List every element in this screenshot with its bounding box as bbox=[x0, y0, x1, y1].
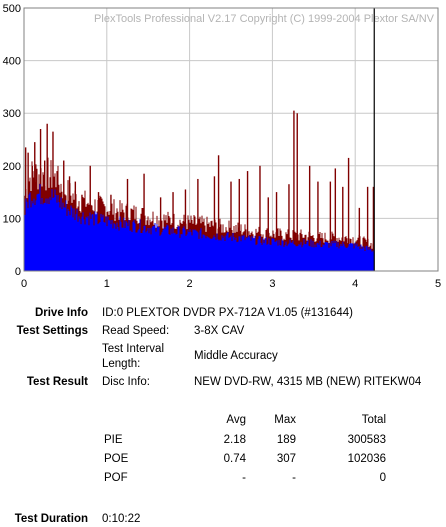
disc-info-label: Disc Info: bbox=[102, 376, 150, 388]
row-pie-name: PIE bbox=[104, 434, 123, 446]
test-duration-value: 0:10:22 bbox=[102, 513, 141, 525]
drive-info-value: ID:0 PLEXTOR DVDR PX-712A V1.05 (#131644… bbox=[102, 307, 354, 319]
row-poe-total: 102036 bbox=[347, 453, 386, 465]
read-speed-label: Read Speed: bbox=[102, 325, 170, 337]
x-tick-label: 2 bbox=[187, 278, 193, 290]
error-chart: PlexTools Professional V2.17 Copyright (… bbox=[3, 3, 441, 290]
row-poe-max: 307 bbox=[276, 453, 296, 465]
row-poe-avg: 0.74 bbox=[223, 453, 246, 465]
test-settings-label: Test Settings bbox=[16, 325, 88, 337]
test-result-label: Test Result bbox=[26, 376, 88, 388]
drive-info-label: Drive Info bbox=[34, 307, 88, 319]
test-info-panel: Drive Info ID:0 PLEXTOR DVDR PX-712A V1.… bbox=[0, 298, 446, 527]
read-speed-value: 3-8X CAV bbox=[194, 325, 245, 337]
disc-info-value: NEW DVD-RW, 4315 MB (NEW) RITEKW04 bbox=[194, 376, 422, 388]
x-tick-label: 0 bbox=[21, 278, 27, 290]
interval-label-line1: Test Interval bbox=[102, 343, 164, 355]
col-header-total: Total bbox=[361, 414, 386, 426]
row-pie-total: 300583 bbox=[347, 434, 386, 446]
col-header-avg: Avg bbox=[226, 414, 246, 426]
test-duration-label: Test Duration bbox=[14, 513, 88, 525]
plot-frame bbox=[23, 7, 439, 272]
y-tick-label: 400 bbox=[3, 56, 21, 68]
x-tick-label: 1 bbox=[104, 278, 110, 290]
row-pof-name: POF bbox=[104, 472, 128, 484]
x-tick-label: 3 bbox=[269, 278, 275, 290]
row-pof-total: 0 bbox=[379, 472, 386, 484]
x-tick-label: 5 bbox=[435, 278, 441, 290]
interval-label-line2: Length: bbox=[102, 358, 141, 370]
y-tick-label: 300 bbox=[3, 108, 21, 120]
row-pie-max: 189 bbox=[276, 434, 296, 446]
row-pof-avg: - bbox=[242, 472, 246, 484]
y-tick-label: 100 bbox=[3, 213, 21, 225]
y-tick-label: 500 bbox=[3, 3, 21, 15]
chart-watermark: PlexTools Professional V2.17 Copyright (… bbox=[94, 13, 435, 25]
row-pie-avg: 2.18 bbox=[223, 434, 246, 446]
y-tick-label: 0 bbox=[15, 266, 21, 278]
x-tick-label: 4 bbox=[352, 278, 358, 290]
y-tick-label: 200 bbox=[3, 161, 21, 173]
row-poe-name: POE bbox=[104, 453, 129, 465]
interval-value: Middle Accuracy bbox=[194, 350, 278, 362]
col-header-max: Max bbox=[274, 414, 296, 426]
row-pof-max: - bbox=[292, 472, 296, 484]
